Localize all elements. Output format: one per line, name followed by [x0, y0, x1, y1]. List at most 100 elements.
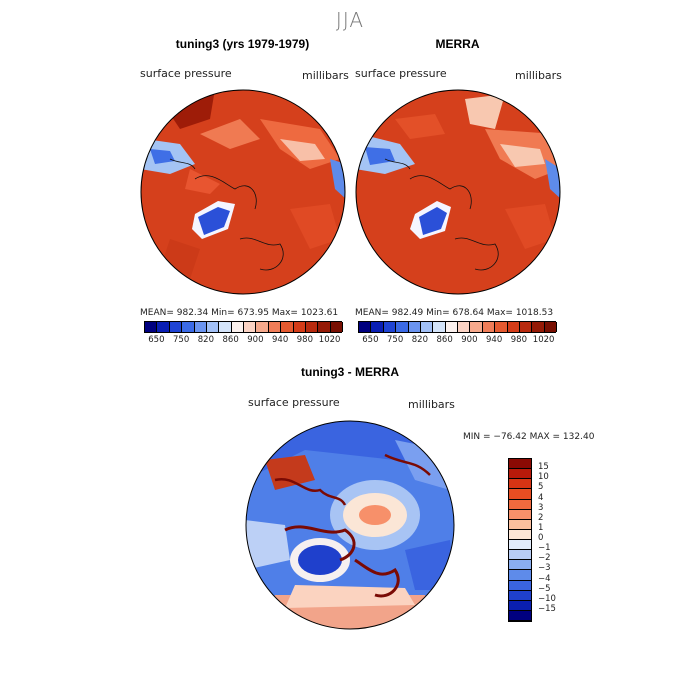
diff-colorbar-swatch	[509, 469, 531, 480]
diff-colorbar-swatch	[509, 590, 531, 601]
diff-colorbar-tick-label: −15	[538, 603, 556, 614]
colorbar-swatch	[244, 322, 257, 332]
colorbar-swatch	[458, 322, 471, 332]
colorbar-tick-label: 980	[510, 335, 527, 345]
diff-colorbar-swatch	[509, 560, 531, 571]
panel2-variable: surface pressure	[355, 67, 447, 80]
diff-variable: surface pressure	[248, 396, 340, 409]
colorbar-swatch	[359, 322, 372, 332]
colorbar-swatch	[219, 322, 232, 332]
colorbar-tick-label: 940	[486, 335, 503, 345]
colorbar-tick-label: 750	[387, 335, 404, 345]
panel1-stats: MEAN= 982.34 Min= 673.95 Max= 1023.61	[140, 308, 339, 318]
panel2-units: millibars	[515, 69, 562, 82]
colorbar-swatch	[445, 322, 458, 332]
colorbar-swatch	[268, 322, 282, 332]
diff-colorbar-tick-label: −10	[538, 593, 556, 604]
diff-colorbar-tick-label: 3	[538, 502, 544, 513]
colorbar-swatch	[305, 322, 319, 332]
colorbar-tick-label: 820	[197, 335, 214, 345]
colorbar-swatch	[519, 322, 533, 332]
diff-colorbar-tick-label: 1	[538, 522, 544, 533]
diff-colorbar-tick-label: −1	[538, 543, 551, 554]
abs-colorbar-left-ticks: 650 750 820 860 900 940 980 1020	[144, 335, 342, 347]
colorbar-swatch	[470, 322, 483, 332]
diff-colorbar-swatch	[509, 540, 531, 551]
diff-colorbar-tick-label: 15	[538, 462, 549, 473]
diff-polar-map	[245, 420, 455, 630]
diff-colorbar-swatch	[509, 459, 531, 470]
colorbar-tick-label: 820	[411, 335, 428, 345]
diff-colorbar-swatch	[509, 580, 531, 591]
colorbar-swatch	[408, 322, 421, 332]
colorbar-tick-label: 900	[461, 335, 478, 345]
colorbar-swatch	[145, 322, 158, 332]
diff-colorbar-swatch	[509, 600, 531, 611]
colorbar-swatch	[157, 322, 170, 332]
diff-colorbar-swatch	[509, 550, 531, 561]
colorbar-swatch	[371, 322, 384, 332]
abs-colorbar-right	[358, 321, 557, 333]
diff-colorbar-swatch	[509, 499, 531, 510]
diff-colorbar-tick-label: 10	[538, 472, 549, 483]
colorbar-tick-label: 860	[222, 335, 239, 345]
colorbar-swatch	[544, 322, 557, 332]
diff-colorbar-swatch	[509, 529, 531, 540]
colorbar-swatch	[420, 322, 434, 332]
colorbar-tick-label: 940	[272, 335, 289, 345]
colorbar-swatch	[206, 322, 220, 332]
panel1-polar-map	[140, 89, 346, 295]
diff-colorbar-swatch	[509, 519, 531, 530]
colorbar-tick-label: 650	[148, 335, 165, 345]
abs-colorbar-left	[144, 321, 343, 333]
colorbar-swatch	[532, 322, 545, 332]
colorbar-swatch	[256, 322, 269, 332]
colorbar-swatch	[383, 322, 397, 332]
diff-colorbar-ticks: 15 10 5 4 3 2 1 0 −1 −2 −3 −4 −5 −10 −15	[538, 458, 598, 622]
diff-colorbar-swatch	[509, 509, 531, 520]
diff-colorbar-tick-label: −2	[538, 553, 551, 564]
colorbar-tick-label: 980	[296, 335, 313, 345]
diff-colorbar-tick-label: 2	[538, 512, 544, 523]
colorbar-swatch	[396, 322, 409, 332]
diff-colorbar-swatch	[509, 479, 531, 490]
colorbar-swatch	[194, 322, 207, 332]
panel2-stats: MEAN= 982.49 Min= 678.64 Max= 1018.53	[355, 308, 554, 318]
colorbar-tick-label: 1020	[532, 335, 555, 345]
colorbar-swatch	[318, 322, 331, 332]
colorbar-swatch	[182, 322, 195, 332]
diff-colorbar-tick-label: −3	[538, 563, 551, 574]
colorbar-swatch	[293, 322, 306, 332]
diff-colorbar-swatch	[509, 610, 531, 621]
colorbar-swatch	[495, 322, 508, 332]
colorbar-swatch	[169, 322, 183, 332]
diff-stats: MIN = −76.42 MAX = 132.40	[463, 432, 595, 442]
diff-colorbar	[508, 458, 532, 622]
colorbar-tick-label: 860	[436, 335, 453, 345]
colorbar-swatch	[231, 322, 244, 332]
colorbar-tick-label: 1020	[318, 335, 341, 345]
diff-colorbar-swatch	[509, 570, 531, 581]
diff-colorbar-tick-label: 4	[538, 492, 544, 503]
diff-colorbar-tick-label: 5	[538, 482, 544, 493]
panel1-title: tuning3 (yrs 1979-1979)	[175, 37, 310, 51]
abs-colorbar-right-ticks: 650 750 820 860 900 940 980 1020	[358, 335, 556, 347]
diff-units: millibars	[408, 398, 455, 411]
colorbar-swatch	[433, 322, 446, 332]
diff-colorbar-tick-label: −5	[538, 583, 551, 594]
colorbar-swatch	[507, 322, 520, 332]
colorbar-swatch	[482, 322, 496, 332]
panel2-polar-map	[355, 89, 561, 295]
panel1-units: millibars	[302, 69, 349, 82]
colorbar-swatch	[281, 322, 294, 332]
colorbar-swatch	[330, 322, 343, 332]
diff-colorbar-tick-label: 0	[538, 533, 544, 543]
colorbar-tick-label: 650	[362, 335, 379, 345]
diff-colorbar-swatch	[509, 489, 531, 500]
colorbar-tick-label: 900	[247, 335, 264, 345]
panel2-title: MERRA	[435, 37, 480, 51]
colorbar-tick-label: 750	[173, 335, 190, 345]
figure-title: JJA	[335, 8, 365, 32]
diff-colorbar-tick-label: −4	[538, 573, 551, 584]
panel1-variable: surface pressure	[140, 67, 232, 80]
